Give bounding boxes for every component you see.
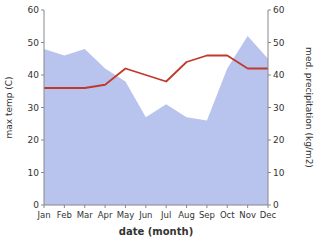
y-axis-label: max temp (C) <box>4 76 14 138</box>
x-tick <box>186 205 187 208</box>
y-tick-label: 10 <box>28 168 40 178</box>
x-tick-label: Jun <box>138 210 152 220</box>
x-tick <box>125 205 126 208</box>
x-tick-label: Mar <box>77 210 94 220</box>
x-tick-label: Apr <box>98 210 113 220</box>
y2-tick-label: 60 <box>273 5 285 15</box>
x-tick <box>206 205 207 208</box>
temperature-line <box>44 56 268 89</box>
y-tick <box>41 107 44 108</box>
x-tick-label: Dec <box>260 210 277 220</box>
y-tick-label: 50 <box>28 38 40 48</box>
y2-tick <box>268 75 271 76</box>
y-tick <box>41 10 44 11</box>
x-axis-label: date (month) <box>119 226 193 237</box>
y-tick-label: 20 <box>28 135 40 145</box>
x-tick <box>166 205 167 208</box>
y2-tick <box>268 10 271 11</box>
y-tick-label: 40 <box>28 70 40 80</box>
x-tick-label: May <box>117 210 135 220</box>
y2-tick <box>268 107 271 108</box>
x-tick <box>227 205 228 208</box>
y-tick <box>41 140 44 141</box>
y-tick <box>41 75 44 76</box>
x-tick <box>145 205 146 208</box>
y2-tick-label: 40 <box>273 70 285 80</box>
x-tick-label: Aug <box>178 210 195 220</box>
y2-tick <box>268 140 271 141</box>
y2-tick-label: 30 <box>273 103 285 113</box>
bottom-axis-line <box>44 205 268 206</box>
y-tick-label: 0 <box>33 200 39 210</box>
x-tick <box>64 205 65 208</box>
y-tick-label: 30 <box>28 103 40 113</box>
y2-tick-label: 10 <box>273 168 285 178</box>
y2-tick <box>268 42 271 43</box>
plot-area <box>44 36 268 205</box>
x-tick-label: Oct <box>220 210 235 220</box>
x-tick <box>44 205 45 208</box>
precipitation-area <box>44 36 268 205</box>
x-tick-label: Nov <box>239 210 256 220</box>
x-tick <box>268 205 269 208</box>
y-tick <box>41 42 44 43</box>
x-tick <box>105 205 106 208</box>
chart-container: 0 10 20 30 40 50 60 0 10 20 30 40 50 60 Jan Feb Mar Apr Ma… <box>0 0 318 247</box>
y-tick <box>41 172 44 173</box>
y-tick-label: 60 <box>28 5 40 15</box>
x-tick-label: Sep <box>199 210 215 220</box>
x-tick-label: Jan <box>36 210 50 220</box>
y2-tick-label: 0 <box>273 200 279 210</box>
chart: 0 10 20 30 40 50 60 0 10 20 30 40 50 60 Jan Feb Mar Apr Ma… <box>0 0 318 247</box>
y2-axis-label: med. precipitation (kg/m2) <box>304 47 314 168</box>
y2-tick-label: 50 <box>273 38 285 48</box>
x-tick-label: Feb <box>57 210 72 220</box>
y2-tick-label: 20 <box>273 135 285 145</box>
x-tick-label: Jul <box>160 210 171 220</box>
y2-tick <box>268 172 271 173</box>
x-tick <box>247 205 248 208</box>
page: {"chart_data": {"type": "line", "xlabel"… <box>0 0 318 247</box>
x-tick <box>84 205 85 208</box>
